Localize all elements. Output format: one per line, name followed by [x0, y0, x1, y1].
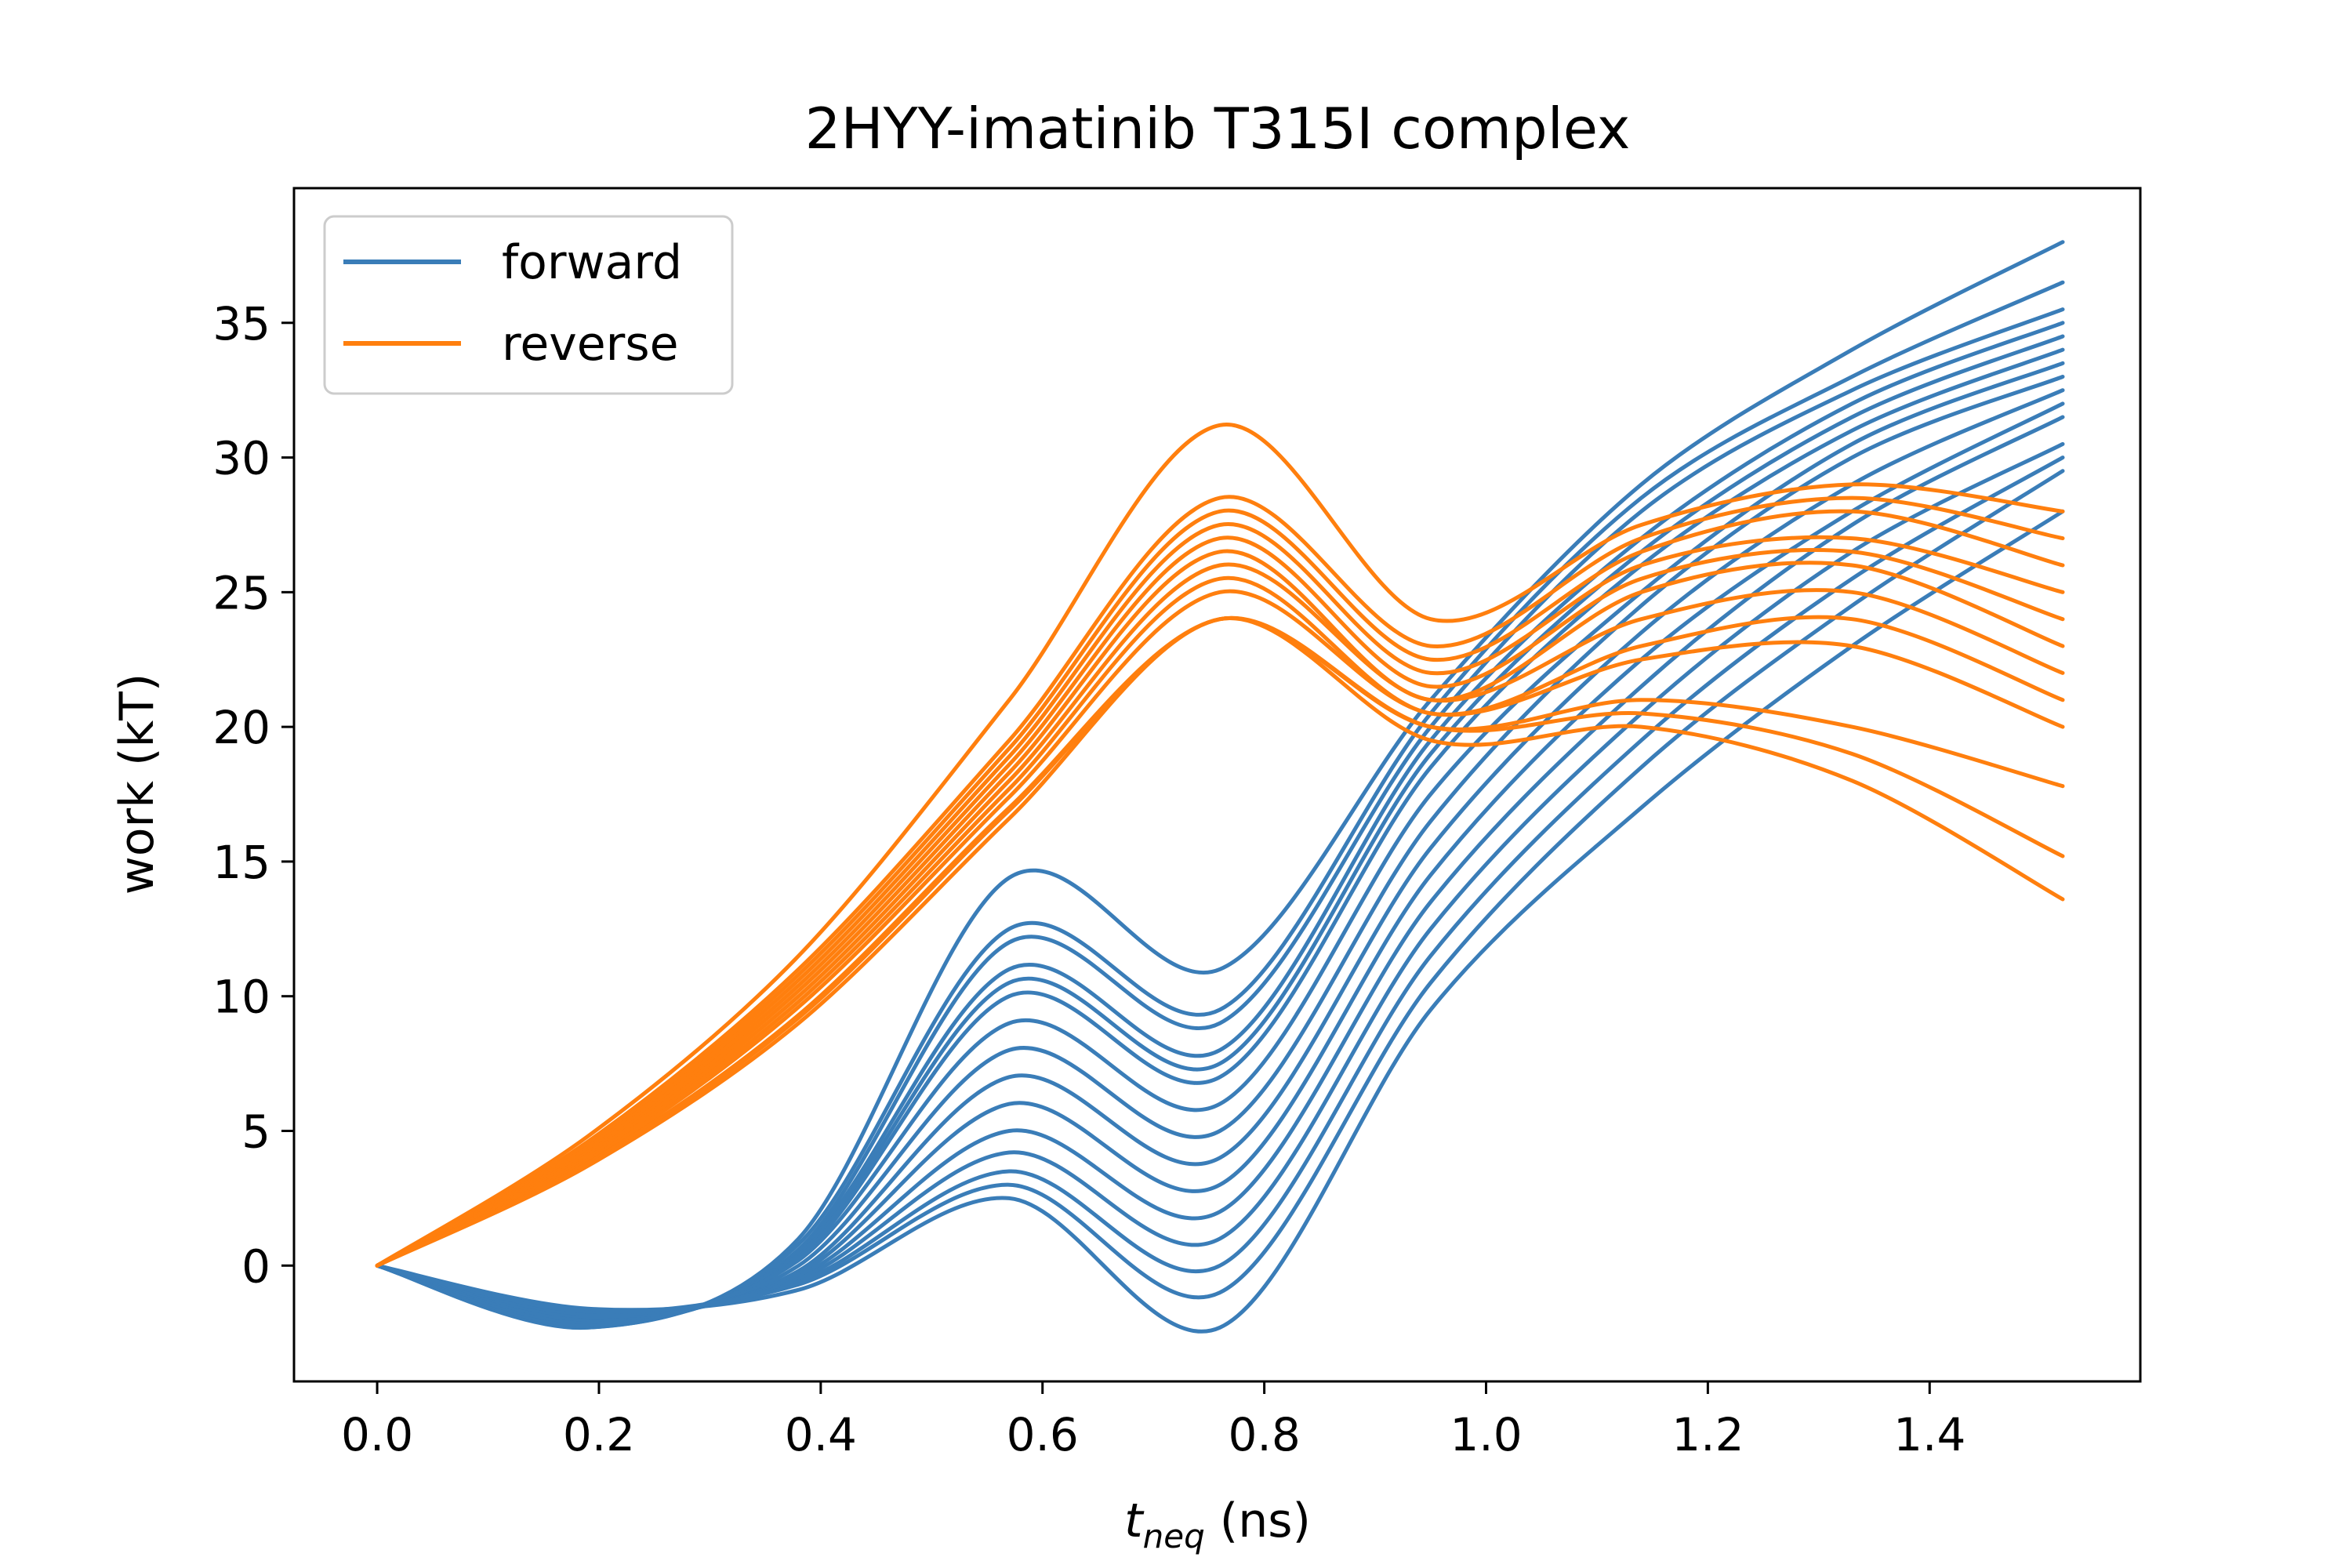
- y-axis-label: work (kT): [110, 673, 165, 895]
- reverse-trajectory-0: [375, 423, 2065, 1268]
- x-tick-label: 0.8: [1228, 1408, 1300, 1461]
- series-lines: [375, 240, 2065, 1334]
- reverse-trajectory-5: [375, 549, 2065, 1268]
- y-tick-label: 10: [212, 971, 270, 1024]
- y-tick-label: 20: [212, 701, 270, 754]
- x-axis-label-unit: (ns): [1205, 1494, 1311, 1548]
- x-tick-label: 1.0: [1450, 1408, 1522, 1461]
- y-tick-label: 5: [241, 1105, 270, 1158]
- reverse-trajectory-7: [375, 575, 2065, 1268]
- reverse-trajectory-3: [375, 522, 2065, 1268]
- reverse-trajectory-1: [375, 495, 2065, 1268]
- reverse-trajectory-2: [375, 508, 2065, 1268]
- forward-trajectory-14: [375, 509, 2065, 1334]
- legend-label-reverse: reverse: [502, 317, 679, 372]
- x-tick-label: 0.6: [1007, 1408, 1079, 1461]
- x-tick-label: 0.0: [341, 1408, 413, 1461]
- x-axis-label: tneq (ns): [1124, 1494, 1311, 1555]
- reverse-trajectory-6: [375, 562, 2065, 1268]
- x-tick-label: 0.2: [563, 1408, 635, 1461]
- x-tick-label: 0.4: [785, 1408, 857, 1461]
- x-tick-label: 1.2: [1671, 1408, 1744, 1461]
- y-tick-label: 0: [241, 1240, 270, 1293]
- plot-frame: [292, 187, 2142, 1383]
- y-axis-ticks: 0 5 10 15 20 25 30 35: [212, 297, 294, 1293]
- legend: forward reverse: [323, 215, 734, 395]
- x-axis-ticks: 0.0 0.2 0.4 0.6 0.8 1.0 1.2 1.4: [341, 1381, 1965, 1461]
- y-tick-label: 30: [212, 432, 270, 485]
- y-tick-label: 15: [212, 836, 270, 889]
- x-tick-label: 1.4: [1893, 1408, 1965, 1461]
- legend-label-forward: forward: [502, 235, 682, 290]
- x-axis-label-main: t: [1124, 1494, 1145, 1548]
- reverse-trajectory-4: [375, 535, 2065, 1268]
- y-tick-label: 25: [212, 566, 270, 619]
- x-axis-label-subscript: neq: [1143, 1517, 1205, 1555]
- y-tick-label: 35: [212, 297, 270, 350]
- reverse-trajectory-11: [375, 616, 2065, 1268]
- reverse-trajectory-8: [375, 589, 2065, 1268]
- chart-title: 2HYY-imatinib T315I complex: [805, 96, 1631, 162]
